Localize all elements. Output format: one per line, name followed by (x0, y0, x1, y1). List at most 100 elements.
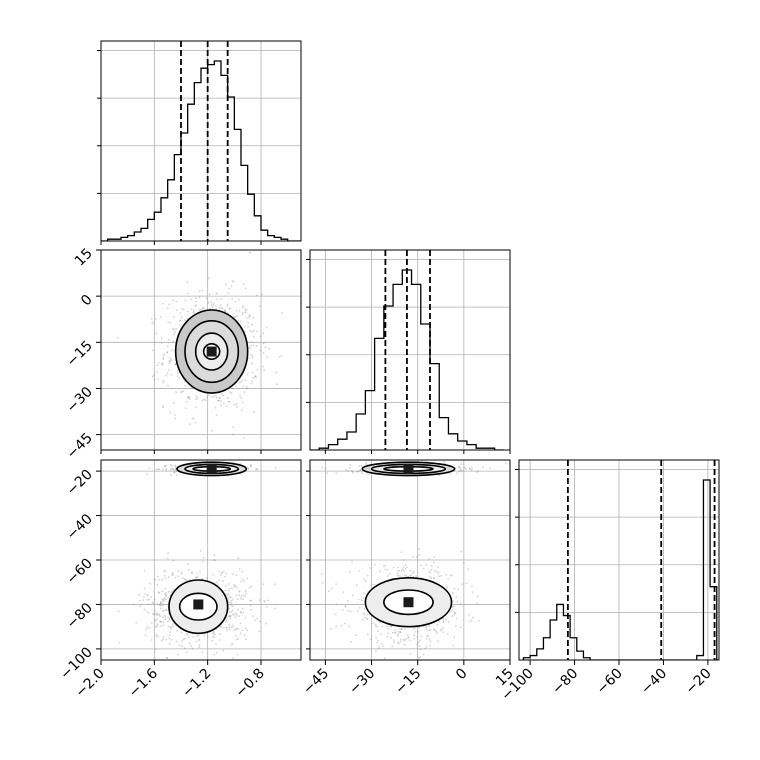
scatter-point (192, 635, 194, 638)
scatter-point (214, 633, 216, 636)
scatter-point (210, 304, 213, 306)
scatter-point (242, 594, 245, 597)
scatter-point (219, 574, 222, 577)
scatter-point (176, 369, 179, 372)
scatter-point (458, 470, 461, 473)
scatter-point (477, 470, 480, 472)
scatter-point (160, 316, 162, 319)
scatter-point (228, 400, 231, 403)
scatter-point (453, 636, 455, 638)
scatter-point (175, 327, 178, 330)
scatter-point (252, 344, 255, 347)
scatter-point (468, 620, 471, 623)
scatter-point (186, 579, 188, 582)
scatter-point (247, 467, 249, 470)
scatter-point (235, 594, 238, 597)
scatter-point (159, 621, 162, 623)
scatter-point (212, 632, 215, 635)
scatter-point (400, 628, 403, 631)
scatter-point (148, 467, 151, 470)
scatter-point (144, 593, 147, 595)
scatter-point (455, 596, 458, 599)
scatter-point (181, 573, 183, 575)
scatter-point (237, 299, 240, 301)
scatter-point (433, 666, 435, 668)
scatter-point (249, 599, 252, 602)
contour-line (174, 309, 249, 394)
scatter-point (184, 637, 186, 640)
scatter-point (242, 611, 245, 614)
scatter-point (231, 587, 233, 590)
scatter-point (226, 627, 228, 630)
x-tick-label: −60 (594, 666, 626, 698)
scatter-point (248, 314, 251, 316)
scatter-point (442, 631, 445, 633)
scatter-point (206, 396, 209, 399)
scatter-point (398, 569, 401, 572)
scatter-point (241, 306, 244, 309)
scatter-point (179, 319, 182, 322)
scatter-point (248, 357, 251, 359)
scatter-point (215, 305, 218, 307)
scatter-point (192, 309, 195, 312)
contour-line (194, 332, 229, 371)
scatter-point (232, 584, 235, 586)
scatter-point (235, 574, 238, 576)
scatter-point (241, 313, 244, 316)
scatter-point (160, 604, 163, 607)
scatter-point (238, 591, 241, 593)
scatter-point (175, 391, 178, 394)
scatter-point (409, 569, 412, 572)
scatter-point (244, 638, 247, 641)
scatter-point (232, 426, 235, 429)
scatter-point (413, 637, 415, 640)
scatter-point (246, 387, 249, 390)
scatter-point (147, 611, 150, 614)
scatter-point (266, 356, 269, 359)
y-tick-label: −30 (64, 384, 96, 416)
scatter-point (365, 462, 368, 464)
scatter-point (165, 638, 168, 641)
scatter-point (201, 289, 204, 292)
scatter-point (249, 347, 251, 350)
scatter-point (392, 631, 394, 634)
scatter-point (356, 610, 359, 612)
scatter-point (156, 603, 159, 605)
scatter-point (235, 385, 238, 388)
scatter-point (276, 383, 278, 386)
scatter-point (163, 574, 166, 577)
scatter-point (201, 560, 204, 563)
scatter-point (148, 603, 150, 605)
scatter-point (158, 592, 161, 595)
scatter-point (255, 294, 258, 297)
scatter-point (219, 304, 222, 306)
scatter-point (244, 330, 247, 333)
scatter-point (451, 609, 454, 612)
scatter-point (191, 571, 194, 574)
scatter-point (181, 640, 184, 643)
scatter-point (406, 634, 409, 636)
scatter-point (278, 356, 281, 358)
scatter-point (409, 574, 412, 577)
scatter-point (470, 468, 473, 471)
scatter-point (258, 599, 261, 601)
scatter-point (167, 368, 170, 371)
scatter-point (280, 312, 283, 314)
scatter-point (157, 613, 160, 615)
scatter-point (245, 386, 248, 388)
scatter-point (229, 614, 232, 617)
scatter-point (179, 312, 182, 314)
scatter-point (349, 467, 351, 469)
scatter-point (146, 473, 149, 476)
scatter-point (167, 384, 169, 387)
scatter-point (171, 625, 174, 628)
scatter-point (251, 330, 254, 333)
scatter-point (230, 602, 233, 604)
scatter-point (418, 626, 421, 629)
scatter-point (422, 653, 425, 656)
scatter-point (386, 569, 389, 571)
scatter-point (394, 632, 397, 634)
scatter-point (230, 599, 233, 602)
scatter-point (418, 656, 420, 659)
scatter-point (366, 613, 369, 616)
